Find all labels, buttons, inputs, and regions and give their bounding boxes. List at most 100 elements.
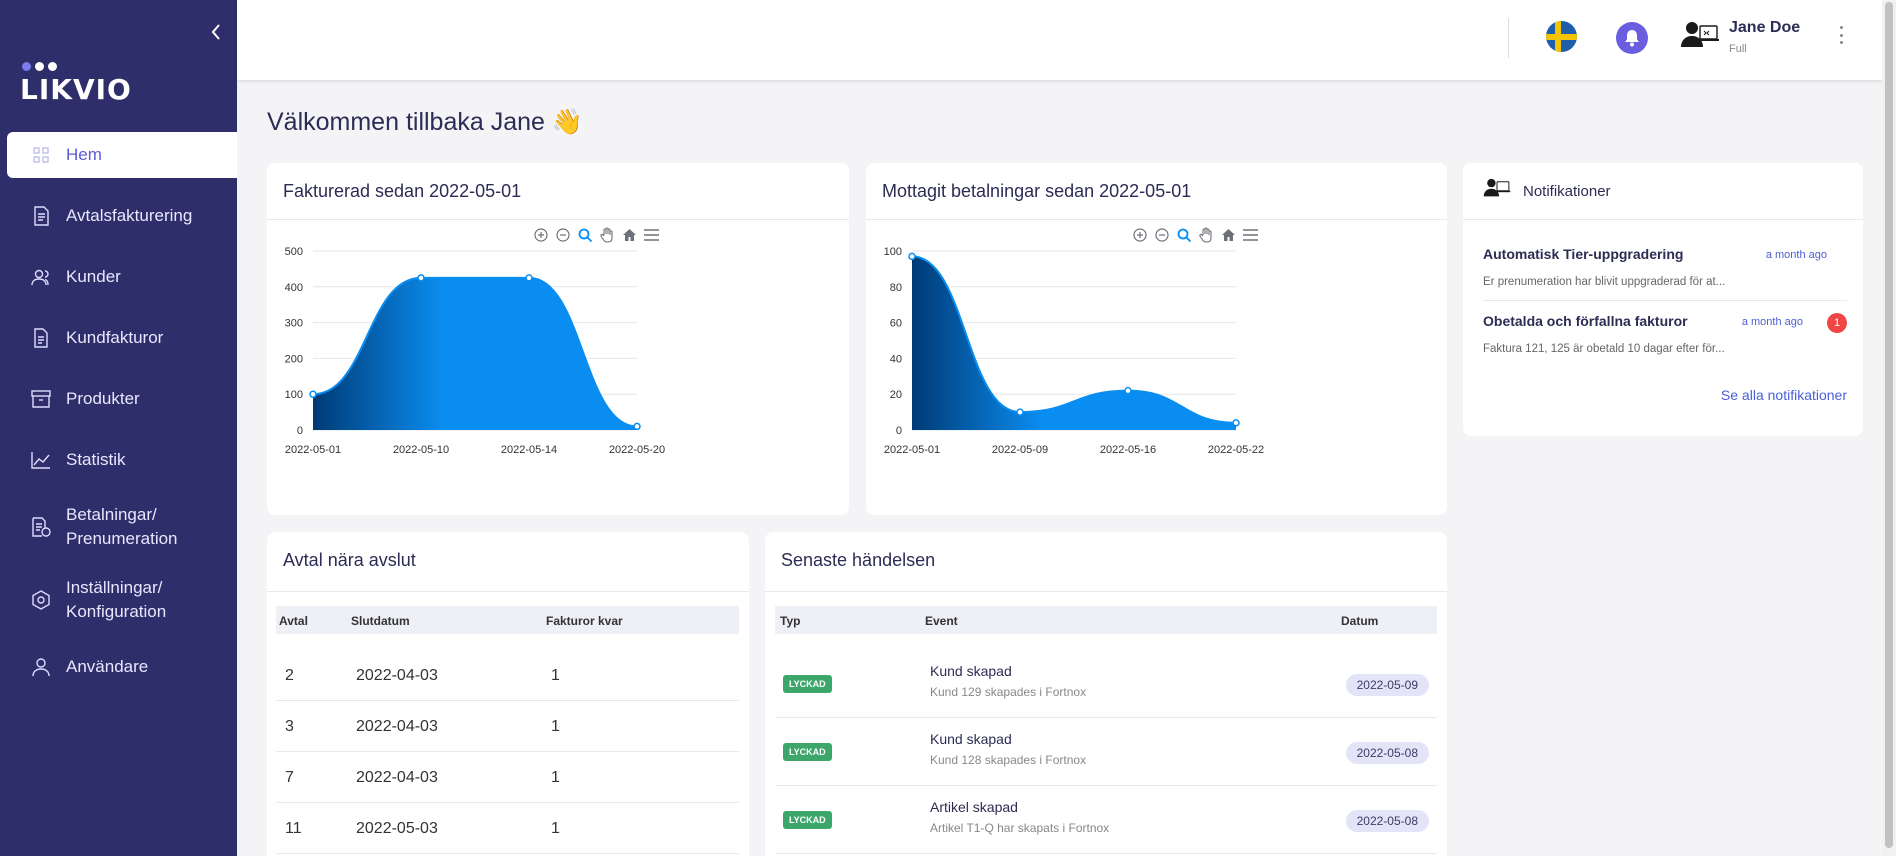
- events-title: Senaste händelsen: [781, 550, 936, 570]
- header-divider: [1508, 18, 1509, 58]
- chart-toolbar: [1131, 226, 1259, 244]
- settings-icon: [30, 589, 52, 611]
- notification-item[interactable]: Automatisk Tier-uppgradering a month ago…: [1483, 246, 1847, 301]
- grid-icon: [30, 144, 52, 166]
- pan-hand-icon[interactable]: [1197, 226, 1215, 244]
- zoom-in-icon[interactable]: [1131, 226, 1149, 244]
- table-row[interactable]: LYCKAD Kund skapad Kund 128 skapades i F…: [775, 718, 1437, 786]
- area-series: [912, 256, 1236, 430]
- y-tick-label: 80: [890, 282, 902, 294]
- avatar[interactable]: [1680, 20, 1720, 50]
- y-tick-label: 20: [890, 389, 902, 401]
- user-icon: [30, 656, 52, 678]
- date-badge: 2022-05-08: [1345, 742, 1429, 764]
- y-tick-label: 100: [285, 389, 303, 401]
- notifications-card: Notifikationer Automatisk Tier-uppgrader…: [1463, 163, 1863, 436]
- data-point: [1016, 408, 1024, 416]
- sidebar-item-kundfakturor[interactable]: Kundfakturor: [0, 315, 237, 361]
- table-row[interactable]: 2 2022-04-03 1: [276, 650, 739, 701]
- sidebar-item-kunder[interactable]: Kunder: [0, 254, 237, 300]
- x-tick-label: 2022-05-14: [501, 444, 557, 456]
- users-icon: [30, 266, 52, 288]
- x-tick-label: 2022-05-01: [285, 444, 341, 456]
- user-name[interactable]: Jane Doe: [1729, 19, 1801, 36]
- contracts-title: Avtal nära avslut: [283, 550, 416, 570]
- notification-item[interactable]: Obetalda och förfallna fakturor a month …: [1483, 313, 1847, 368]
- table-header: Avtal Slutdatum Fakturor kvar: [276, 606, 739, 634]
- series-line: [312, 276, 638, 428]
- scrollbar[interactable]: [1882, 0, 1896, 856]
- sidebar-item-hem[interactable]: Hem: [7, 132, 237, 178]
- invoiced-chart-card: Fakturerad sedan 2022-05-01 0 100 200 300 40…: [267, 163, 849, 515]
- events-card: Senaste händelsen Typ Event Datum LYCKAD…: [765, 532, 1447, 856]
- sweden-flag-icon[interactable]: [1546, 21, 1577, 52]
- status-badge: LYCKAD: [783, 811, 832, 829]
- user-plan: Full: [1729, 43, 1747, 55]
- sidebar-item-installningar[interactable]: Inställningar/ Konfiguration: [0, 571, 237, 629]
- status-badge: LYCKAD: [783, 743, 832, 761]
- sidebar-item-anvandare[interactable]: Användare: [0, 644, 237, 690]
- zoom-out-icon[interactable]: [554, 226, 572, 244]
- invoice-icon: [30, 205, 52, 227]
- header: Jane Doe Full: [237, 0, 1896, 80]
- date-badge: 2022-05-09: [1345, 674, 1429, 696]
- y-tick-label: 200: [285, 353, 303, 365]
- notifications-avatar-icon: [1483, 176, 1511, 205]
- menu-icon[interactable]: [1241, 226, 1259, 244]
- document-icon: [30, 327, 52, 349]
- table-row[interactable]: 7 2022-04-03 1: [276, 752, 739, 803]
- y-tick-label: 0: [297, 425, 303, 437]
- collapse-sidebar-icon[interactable]: [206, 18, 226, 46]
- payments-chart-title: Mottagit betalningar sedan 2022-05-01: [882, 181, 1192, 201]
- data-point: [1232, 419, 1240, 427]
- sidebar-item-statistik[interactable]: Statistik: [0, 437, 237, 483]
- home-icon[interactable]: [1219, 226, 1237, 244]
- sidebar-item-avtalsfakturering[interactable]: Avtalsfakturering: [0, 193, 237, 239]
- data-point: [633, 422, 641, 431]
- notification-count-badge: 1: [1827, 313, 1847, 333]
- archive-icon: [30, 388, 52, 410]
- series-line: [911, 255, 1237, 424]
- payments-area-chart: 0 20 40 60 80 100 2022-05-01 2022-05-09 2022-05-…: [884, 246, 1265, 456]
- home-icon[interactable]: [620, 226, 638, 244]
- pan-hand-icon[interactable]: [598, 226, 616, 244]
- date-badge: 2022-05-08: [1345, 810, 1429, 832]
- status-badge: LYCKAD: [783, 675, 832, 693]
- table-header: Typ Event Datum: [775, 606, 1437, 634]
- sidebar-item-betalningar[interactable]: Betalningar/ Prenumeration: [0, 498, 237, 556]
- x-tick-label: 2022-05-09: [992, 444, 1048, 456]
- data-point: [908, 252, 916, 261]
- data-point: [525, 274, 533, 282]
- table-row[interactable]: 3 2022-04-03 1: [276, 701, 739, 752]
- table-row[interactable]: 11 2022-05-03 1: [276, 803, 739, 854]
- table-row[interactable]: LYCKAD Kund skapad Kund 129 skapades i F…: [775, 650, 1437, 718]
- trend-icon: [30, 449, 52, 471]
- x-tick-label: 2022-05-16: [1100, 444, 1156, 456]
- menu-icon[interactable]: [642, 226, 660, 244]
- bell-icon[interactable]: [1616, 22, 1648, 54]
- data-point: [1124, 386, 1132, 395]
- sidebar-item-produkter[interactable]: Produkter: [0, 376, 237, 422]
- search-zoom-icon[interactable]: [576, 226, 594, 244]
- data-point: [417, 274, 425, 282]
- x-tick-label: 2022-05-20: [609, 444, 665, 456]
- y-tick-label: 100: [884, 246, 902, 258]
- welcome-title: Välkommen tillbaka Jane 👋: [267, 108, 583, 136]
- x-tick-label: 2022-05-01: [884, 444, 940, 456]
- y-tick-label: 40: [890, 353, 902, 365]
- x-tick-label: 2022-05-22: [1208, 444, 1264, 456]
- table-row[interactable]: LYCKAD Artikel skapad Artikel T1-Q har s…: [775, 786, 1437, 854]
- y-tick-label: 60: [890, 318, 902, 330]
- y-tick-label: 500: [285, 246, 303, 258]
- zoom-in-icon[interactable]: [532, 226, 550, 244]
- payment-icon: [30, 516, 52, 538]
- see-all-notifications-link[interactable]: Se alla notifikationer: [1720, 387, 1847, 403]
- search-zoom-icon[interactable]: [1175, 226, 1193, 244]
- zoom-out-icon[interactable]: [1153, 226, 1171, 244]
- data-point: [309, 390, 317, 398]
- more-options-icon[interactable]: [1834, 24, 1848, 46]
- notifications-title: Notifikationer: [1523, 183, 1611, 200]
- payments-chart-card: Mottagit betalningar sedan 2022-05-01 0 2…: [866, 163, 1447, 515]
- y-tick-label: 400: [285, 282, 303, 294]
- chart-toolbar: [532, 226, 660, 244]
